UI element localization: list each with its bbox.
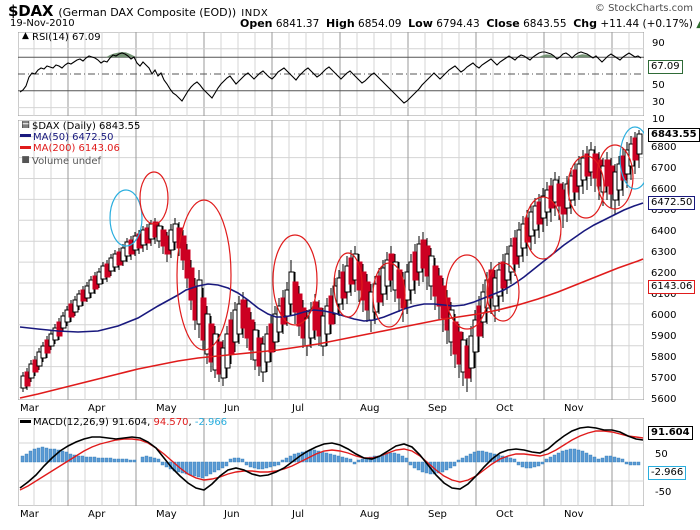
price-legend-row-1: MA(50) 6472.50 bbox=[20, 132, 140, 144]
macd-line bbox=[19, 426, 644, 491]
macd-panel: MACD(12,26,9) 91.604, 94.570, -2.966 bbox=[18, 417, 644, 506]
rsi-panel: ▲ RSI(14) 67.09 bbox=[18, 31, 644, 116]
month-label-mar: Mar bbox=[20, 403, 39, 414]
ma50-flag: 6472.50 bbox=[648, 196, 696, 210]
high-label: High bbox=[325, 17, 355, 30]
rsi-plot bbox=[18, 32, 644, 116]
chart-header: $DAX (German DAX Composite (EOD)) INDX 1… bbox=[0, 0, 700, 30]
price-tick-6600: 6600 bbox=[651, 184, 677, 195]
price-tick-5800: 5800 bbox=[651, 352, 677, 363]
symbol-description: (German DAX Composite (EOD)) bbox=[58, 6, 237, 19]
month-label-aug: Aug bbox=[360, 403, 380, 414]
macd-legend-value: 91.604 bbox=[112, 417, 148, 428]
month-label-bottom-jul: Jul bbox=[292, 509, 305, 520]
price-plot bbox=[18, 120, 644, 400]
low-label: Low bbox=[408, 17, 433, 30]
symbol-ticker: $DAX bbox=[8, 2, 54, 20]
price-tick-5600: 5600 bbox=[651, 394, 677, 405]
rsi-legend-label: RSI(14) 67.09 bbox=[32, 31, 101, 43]
month-label-may: May bbox=[156, 403, 177, 414]
price-tick-6400: 6400 bbox=[651, 226, 677, 237]
macd-hist-flag: -2.966 bbox=[648, 466, 687, 480]
close-value: 6843.55 bbox=[523, 18, 567, 30]
chg-label: Chg bbox=[573, 17, 597, 30]
macd-hist-value: -2.966 bbox=[194, 417, 228, 428]
month-label-jun: Jun bbox=[224, 403, 240, 414]
x-axis-months-top: Mar Apr May Jun Jul Aug Sep Oct Nov bbox=[0, 403, 700, 417]
month-label-sep: Sep bbox=[428, 403, 447, 414]
price-tick-6500: 6500 bbox=[651, 205, 677, 216]
month-label-bottom-mar: Mar bbox=[20, 509, 39, 520]
macd-line-swatch-icon bbox=[20, 419, 31, 423]
rsi-tick-90: 90 bbox=[652, 38, 665, 49]
price-tick-6800: 6800 bbox=[651, 142, 677, 153]
rsi-mountain-icon: ▲ bbox=[22, 31, 29, 41]
macd-plot bbox=[18, 418, 644, 506]
price-legend-label-3: Volume undef bbox=[32, 155, 102, 167]
annotation-ellipses bbox=[109, 126, 644, 351]
price-tick-5900: 5900 bbox=[651, 331, 677, 342]
price-tick-6700: 6700 bbox=[651, 163, 677, 174]
ma200-swatch-icon bbox=[20, 145, 31, 149]
price-tick-6300: 6300 bbox=[651, 247, 677, 258]
up-triangle-icon: ▲ bbox=[696, 20, 700, 30]
month-label-bottom-nov: Nov bbox=[564, 509, 584, 520]
rsi-legend: ▲ RSI(14) 67.09 bbox=[20, 31, 101, 43]
last-price-flag: 6843.55 bbox=[648, 128, 700, 142]
low-value: 6794.43 bbox=[436, 18, 480, 30]
rsi-tick-10: 10 bbox=[652, 114, 665, 125]
price-legend-row-2: MA(200) 6143.06 bbox=[20, 143, 140, 155]
month-label-apr: Apr bbox=[88, 403, 106, 414]
price-tick-5700: 5700 bbox=[651, 373, 677, 384]
rsi-tick-30: 30 bbox=[652, 97, 665, 108]
stockcharts-watermark: © StockCharts.com bbox=[594, 3, 693, 14]
symbol-line: $DAX (German DAX Composite (EOD)) INDX bbox=[8, 1, 268, 20]
symbol-index-tag: INDX bbox=[241, 8, 269, 19]
price-tick-6100: 6100 bbox=[651, 289, 677, 300]
macd-value-flag: 91.604 bbox=[648, 426, 693, 440]
ohlc-bar: Open 6841.37 High 6854.09 Low 6794.43 Cl… bbox=[240, 17, 700, 30]
price-legend-row-0: ▤ $DAX (Daily) 6843.55 bbox=[20, 120, 140, 132]
month-label-nov: Nov bbox=[564, 403, 584, 414]
candlestick-icon: ▤ bbox=[21, 120, 30, 130]
month-label-bottom-apr: Apr bbox=[88, 509, 106, 520]
price-legend-label-1: MA(50) 6472.50 bbox=[33, 131, 114, 143]
rsi-tick-50: 50 bbox=[652, 80, 665, 91]
open-label: Open bbox=[240, 17, 273, 30]
quote-date: 19-Nov-2010 bbox=[10, 18, 75, 29]
open-value: 6841.37 bbox=[275, 18, 320, 30]
month-label-bottom-jun: Jun bbox=[224, 509, 240, 520]
ma200-line bbox=[19, 258, 644, 399]
close-label: Close bbox=[486, 17, 520, 30]
month-label-bottom-oct: Oct bbox=[496, 509, 514, 520]
high-value: 6854.09 bbox=[358, 18, 402, 30]
ma200-flag: 6143.06 bbox=[648, 280, 696, 294]
price-legend-label-2: MA(200) 6143.06 bbox=[33, 143, 120, 154]
month-label-jul: Jul bbox=[292, 403, 305, 414]
macd-histogram bbox=[20, 446, 641, 479]
month-label-oct: Oct bbox=[496, 403, 514, 414]
price-legend-label-0: $DAX (Daily) 6843.55 bbox=[32, 120, 141, 132]
volume-bars-icon: ■ bbox=[21, 154, 30, 165]
macd-tick-50: 50 bbox=[655, 449, 668, 460]
price-legend-row-3: ■ Volume undef bbox=[20, 155, 140, 167]
macd-legend-name: MACD(12,26,9) bbox=[33, 417, 109, 428]
chg-value: +11.44 (+0.17%) bbox=[600, 18, 693, 30]
macd-signal-line bbox=[19, 430, 644, 491]
price-tick-6000: 6000 bbox=[651, 310, 677, 321]
macd-legend: MACD(12,26,9) 91.604, 94.570, -2.966 bbox=[20, 417, 227, 429]
macd-tick-neg50: -50 bbox=[655, 487, 672, 498]
price-legend: ▤ $DAX (Daily) 6843.55 MA(50) 6472.50 MA(… bbox=[20, 120, 140, 166]
month-label-bottom-sep: Sep bbox=[428, 509, 447, 520]
ma50-swatch-icon bbox=[20, 134, 31, 137]
month-label-bottom-aug: Aug bbox=[360, 509, 380, 520]
macd-signal-value: 94.570 bbox=[153, 417, 189, 428]
price-tick-6200: 6200 bbox=[651, 268, 677, 279]
month-label-bottom-may: May bbox=[156, 509, 177, 520]
x-axis-months-bottom: Mar Apr May Jun Jul Aug Sep Oct Nov bbox=[0, 509, 700, 523]
rsi-value-flag: 67.09 bbox=[648, 60, 683, 74]
price-panel: ▤ $DAX (Daily) 6843.55 MA(50) 6472.50 MA(… bbox=[18, 120, 644, 400]
